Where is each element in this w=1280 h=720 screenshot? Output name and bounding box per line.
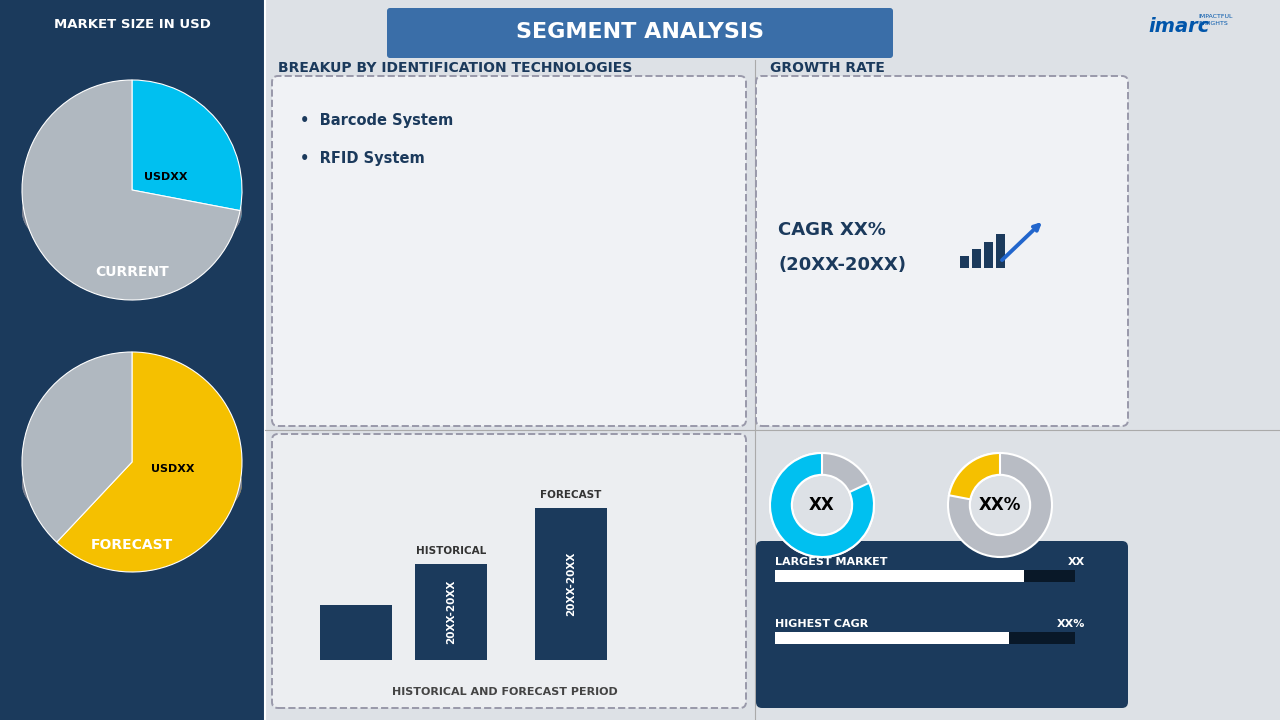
Wedge shape bbox=[132, 80, 242, 211]
Text: imarc: imarc bbox=[1148, 17, 1210, 35]
Text: XX: XX bbox=[1068, 557, 1085, 567]
Text: IMPACTFUL
INSIGHTS: IMPACTFUL INSIGHTS bbox=[1198, 14, 1233, 26]
Bar bbox=[774, 570, 1024, 582]
Text: SEGMENT ANALYSIS: SEGMENT ANALYSIS bbox=[516, 22, 764, 42]
Text: CAGR XX%: CAGR XX% bbox=[778, 221, 886, 239]
FancyBboxPatch shape bbox=[273, 434, 746, 708]
Text: XX: XX bbox=[809, 496, 835, 514]
FancyBboxPatch shape bbox=[387, 8, 893, 58]
Text: BREAKUP BY IDENTIFICATION TECHNOLOGIES: BREAKUP BY IDENTIFICATION TECHNOLOGIES bbox=[278, 61, 632, 75]
Polygon shape bbox=[22, 177, 241, 262]
Text: FORECAST: FORECAST bbox=[91, 538, 173, 552]
Bar bbox=[320, 605, 392, 660]
Bar bbox=[960, 256, 969, 268]
Text: 20XX-20XX: 20XX-20XX bbox=[566, 552, 576, 616]
Text: LARGEST MARKET: LARGEST MARKET bbox=[774, 557, 887, 567]
Wedge shape bbox=[771, 453, 874, 557]
Wedge shape bbox=[771, 453, 874, 557]
Bar bbox=[535, 508, 607, 660]
Bar bbox=[1009, 632, 1075, 644]
FancyBboxPatch shape bbox=[756, 541, 1128, 708]
Bar bbox=[1024, 570, 1075, 582]
Text: HIGHEST CAGR: HIGHEST CAGR bbox=[774, 619, 868, 629]
Wedge shape bbox=[22, 352, 132, 542]
Text: MARKET SIZE IN USD: MARKET SIZE IN USD bbox=[54, 17, 210, 30]
FancyBboxPatch shape bbox=[756, 76, 1128, 426]
Bar bbox=[972, 249, 980, 268]
Text: CURRENT: CURRENT bbox=[95, 265, 169, 279]
Wedge shape bbox=[56, 352, 242, 572]
Text: XX%: XX% bbox=[979, 496, 1021, 514]
Ellipse shape bbox=[22, 162, 242, 262]
Bar bbox=[415, 564, 486, 660]
Ellipse shape bbox=[22, 434, 242, 534]
Text: USDXX: USDXX bbox=[151, 464, 195, 474]
Wedge shape bbox=[22, 80, 241, 300]
Bar bbox=[984, 242, 993, 268]
Text: 20XX-20XX: 20XX-20XX bbox=[445, 580, 456, 644]
Text: (20XX-20XX): (20XX-20XX) bbox=[778, 256, 906, 274]
Polygon shape bbox=[22, 447, 56, 521]
Polygon shape bbox=[56, 448, 242, 534]
Polygon shape bbox=[237, 175, 242, 221]
Text: •  RFID System: • RFID System bbox=[300, 150, 425, 166]
Text: FORECAST: FORECAST bbox=[540, 490, 602, 500]
Text: HISTORICAL: HISTORICAL bbox=[416, 546, 486, 556]
Bar bbox=[0, 0, 265, 720]
Bar bbox=[996, 234, 1005, 268]
Bar bbox=[774, 632, 1009, 644]
Text: GROWTH RATE: GROWTH RATE bbox=[771, 61, 884, 75]
Wedge shape bbox=[948, 453, 1052, 557]
Text: HISTORICAL AND FORECAST PERIOD: HISTORICAL AND FORECAST PERIOD bbox=[392, 687, 618, 697]
Text: •  Barcode System: • Barcode System bbox=[300, 112, 453, 127]
Wedge shape bbox=[948, 453, 1000, 500]
Text: USDXX: USDXX bbox=[145, 172, 188, 182]
Text: XX%: XX% bbox=[1056, 619, 1085, 629]
FancyBboxPatch shape bbox=[273, 76, 746, 426]
